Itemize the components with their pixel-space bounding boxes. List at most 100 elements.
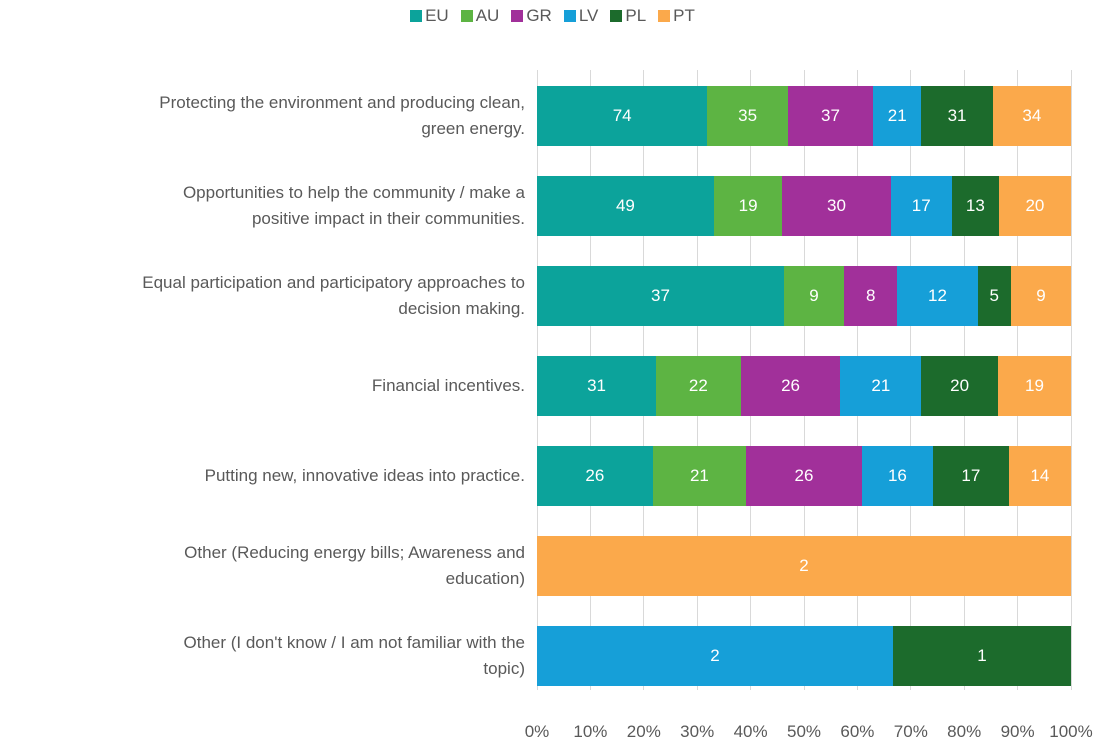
- bar-segment: 37: [537, 266, 784, 326]
- data-label: 19: [738, 196, 758, 215]
- data-label: 26: [794, 466, 814, 485]
- bar-segment: 9: [783, 266, 845, 326]
- legend-swatch: [460, 10, 473, 22]
- x-tick-label: 10%: [573, 722, 608, 741]
- data-label: 17: [911, 196, 931, 215]
- bar-segment: 31: [537, 356, 657, 416]
- data-label: 26: [585, 466, 605, 485]
- bar-segment: 17: [890, 176, 952, 236]
- category-label: Protecting the environment and producing…: [159, 93, 525, 138]
- bar-segment: 49: [537, 176, 714, 236]
- legend-label: AU: [475, 6, 500, 25]
- data-label: 22: [688, 376, 708, 395]
- data-label: 13: [965, 196, 985, 215]
- bar-segment: 35: [707, 86, 788, 146]
- bar-segment: 5: [977, 266, 1011, 326]
- data-label: 49: [615, 196, 635, 215]
- bar-segment: 20: [921, 356, 998, 416]
- bar-segment: 14: [1008, 446, 1071, 506]
- category-label: Financial incentives.: [371, 376, 525, 395]
- legend-item: AU: [460, 6, 500, 26]
- data-label: 16: [887, 466, 907, 485]
- bar-segment: 12: [897, 266, 978, 326]
- x-tick-label: 40%: [733, 722, 768, 741]
- legend-label: PT: [673, 6, 695, 25]
- x-tick-label: 30%: [680, 722, 715, 741]
- x-tick-label: 0%: [524, 722, 550, 741]
- category-label: Putting new, innovative ideas into pract…: [204, 466, 525, 485]
- bar-segment: 1: [893, 626, 1071, 686]
- data-label: 19: [1025, 376, 1044, 395]
- legend-item: PT: [658, 6, 695, 26]
- bar-segment: 21: [652, 446, 747, 506]
- x-tick-label: 80%: [947, 722, 982, 741]
- legend-swatch: [410, 10, 423, 22]
- x-tick-label: 70%: [893, 722, 928, 741]
- bar-segment: 31: [921, 86, 993, 146]
- x-tick-label: 60%: [840, 722, 875, 741]
- bar-segment: 21: [873, 86, 922, 146]
- data-label: 21: [871, 376, 891, 395]
- data-label: 2: [710, 646, 720, 665]
- bar-segment: 2: [537, 536, 1071, 596]
- data-label: 20: [950, 376, 970, 395]
- bar-segment: 34: [992, 86, 1071, 146]
- legend-swatch: [563, 10, 576, 22]
- legend-label: EU: [425, 6, 449, 25]
- bar-segment: 22: [656, 356, 741, 416]
- data-label: 8: [866, 286, 876, 305]
- bar-segment: 20: [998, 176, 1071, 236]
- grid-line: [1070, 70, 1072, 690]
- data-label: 35: [738, 106, 758, 125]
- data-label: 14: [1030, 466, 1050, 485]
- bar-segment: 26: [537, 446, 653, 506]
- data-label: 37: [651, 286, 670, 305]
- bar-segment: 26: [740, 356, 841, 416]
- bar-segment: 74: [537, 86, 708, 146]
- legend-item: PL: [610, 6, 646, 26]
- data-label: 5: [989, 286, 999, 305]
- category-label: Opportunities to help the community / ma…: [182, 183, 525, 228]
- data-label: 74: [612, 106, 632, 125]
- data-label: 34: [1022, 106, 1042, 125]
- legend: EU AU GR LV PL PT: [0, 6, 1105, 26]
- bar-segment: 13: [951, 176, 999, 236]
- category-label: Other (Reducing energy bills; Awareness …: [184, 543, 525, 588]
- legend-swatch: [511, 10, 524, 22]
- x-tick-label: 50%: [786, 722, 822, 741]
- x-tick-label: 20%: [626, 722, 661, 741]
- bar-segment: 26: [746, 446, 862, 506]
- category-label: Other (I don't know / I am not familiar …: [183, 633, 526, 678]
- bar-segment: 21: [840, 356, 922, 416]
- bar-segment: 17: [933, 446, 1009, 506]
- data-label: 30: [827, 196, 846, 215]
- legend-item: LV: [563, 6, 599, 26]
- bar-segment: 37: [787, 86, 874, 146]
- bar-segment: 16: [861, 446, 934, 506]
- x-tick-label: 100%: [1049, 722, 1093, 741]
- legend-swatch: [658, 10, 671, 22]
- data-label: 20: [1025, 196, 1045, 215]
- legend-label: LV: [578, 6, 599, 25]
- bar-segment: 2: [537, 626, 893, 686]
- bar-segment: 8: [844, 266, 898, 326]
- legend-item: EU: [410, 6, 449, 26]
- legend-label: PL: [625, 6, 647, 25]
- data-label: 26: [781, 376, 800, 395]
- data-label: 12: [928, 286, 947, 305]
- bar-segment: 19: [998, 356, 1071, 416]
- data-label: 21: [689, 466, 709, 485]
- data-label: 31: [947, 106, 967, 125]
- bar-segment: 30: [782, 176, 891, 236]
- bar-segment: 19: [713, 176, 783, 236]
- bar-segment: 9: [1010, 266, 1071, 326]
- category-label: Equal participation and participatory ap…: [142, 273, 525, 318]
- legend-item: GR: [511, 6, 552, 26]
- data-label: 9: [1036, 286, 1046, 305]
- data-label: 21: [887, 106, 907, 125]
- data-label: 9: [809, 286, 819, 305]
- data-label: 37: [820, 106, 840, 125]
- legend-label: GR: [526, 6, 552, 25]
- data-label: 2: [799, 556, 809, 575]
